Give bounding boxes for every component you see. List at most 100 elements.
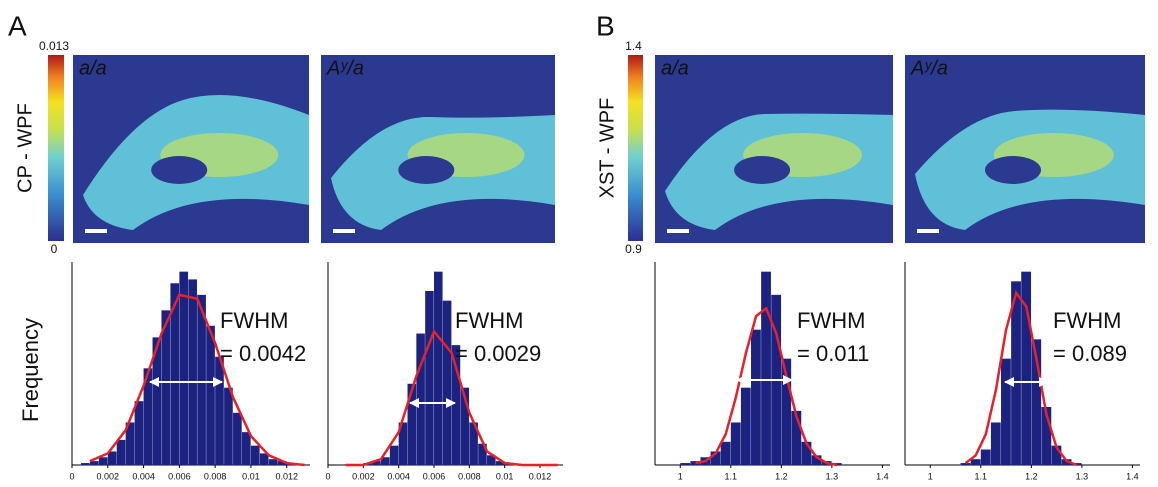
- annotation: = 0.0029: [455, 341, 541, 366]
- bar: [152, 337, 162, 465]
- bar: [1051, 445, 1062, 465]
- x-tick-label: 1.2: [775, 471, 788, 481]
- fit-curve: [345, 329, 558, 467]
- colorbar-label: CP - WPF: [14, 103, 36, 193]
- x-tick-label: 0.002: [352, 471, 375, 481]
- colorbar-max: 1.4: [625, 39, 642, 53]
- panel-letter: B: [596, 10, 615, 41]
- bar: [372, 461, 381, 465]
- bar: [970, 459, 981, 465]
- bar: [215, 356, 224, 465]
- bar: [188, 279, 197, 465]
- bar: [990, 422, 1001, 465]
- bar: [143, 368, 153, 465]
- scale-bar: [85, 229, 107, 233]
- bar: [980, 449, 991, 465]
- bar: [161, 310, 171, 465]
- image-panel: Aʸ/a: [905, 55, 1145, 243]
- bar: [134, 401, 144, 465]
- x-tick-label: 0.006: [423, 471, 446, 481]
- bar: [233, 412, 242, 465]
- x-tick-label: 0.012: [529, 471, 552, 481]
- annotation: FWHM: [797, 308, 865, 333]
- bar: [730, 422, 741, 465]
- bar: [98, 457, 108, 465]
- bar: [170, 283, 180, 465]
- x-tick-label: 1.2: [1025, 471, 1038, 481]
- bar: [791, 410, 802, 465]
- colorbar-max: 0.013: [39, 39, 69, 53]
- annotation: FWHM: [220, 308, 288, 333]
- annotation: FWHM: [455, 308, 523, 333]
- x-tick-label: 0.008: [204, 471, 227, 481]
- bar: [751, 329, 761, 465]
- x-tick-label: 0.006: [168, 471, 191, 481]
- x-tick-label: 1.1: [975, 471, 988, 481]
- bar: [460, 387, 470, 465]
- bar: [960, 463, 971, 465]
- annotation: FWHM: [1053, 308, 1121, 333]
- image-panel: a/a: [73, 55, 309, 243]
- bar: [206, 325, 215, 465]
- annotation: = 0.089: [1053, 341, 1127, 366]
- bar: [740, 387, 751, 465]
- image-title: a/a: [661, 57, 689, 79]
- bar: [1021, 271, 1032, 465]
- bar: [1001, 358, 1011, 465]
- fit-curve: [89, 293, 305, 467]
- tissue-void: [398, 156, 455, 184]
- image-title: Aʸ/a: [326, 57, 364, 79]
- fit-curve: [695, 306, 838, 467]
- fit-curve: [964, 290, 1078, 467]
- x-tick-label: 0: [325, 471, 330, 481]
- scale-bar: [917, 229, 939, 233]
- bar: [469, 422, 478, 465]
- annotation: = 0.0042: [220, 341, 306, 366]
- x-tick-label: 1.4: [876, 471, 889, 481]
- panel-letter: A: [8, 10, 27, 41]
- image-panel: Aʸ/a: [321, 55, 555, 243]
- x-tick-label: 1.3: [826, 471, 839, 481]
- bar: [242, 432, 251, 465]
- x-tick-label: 0.004: [387, 471, 410, 481]
- bar: [416, 333, 425, 465]
- bar: [811, 455, 822, 465]
- bar: [224, 387, 233, 465]
- colorbar-label: XST - WPF: [596, 98, 618, 199]
- annotation: = 0.011: [797, 341, 869, 366]
- colorbar: [628, 55, 643, 241]
- bar: [1011, 281, 1021, 465]
- bar: [495, 461, 505, 465]
- colorbar: [48, 55, 64, 241]
- image-title: Aʸ/a: [910, 57, 948, 79]
- x-tick-label: 1.1: [725, 471, 738, 481]
- bar: [398, 422, 408, 465]
- bar: [125, 422, 135, 465]
- bar: [781, 358, 792, 465]
- bar: [107, 451, 117, 465]
- colorbar-min: 0: [51, 242, 58, 256]
- x-tick-label: 0: [69, 471, 74, 481]
- bar: [487, 455, 496, 465]
- x-tick-label: 1.4: [1126, 471, 1139, 481]
- bar: [389, 445, 399, 465]
- bar: [801, 441, 812, 465]
- bar: [179, 271, 189, 465]
- bar: [407, 383, 417, 465]
- x-tick-label: 0.002: [97, 471, 120, 481]
- tissue-void: [734, 156, 791, 184]
- bar: [720, 441, 731, 465]
- bar: [690, 461, 701, 465]
- tissue-void: [151, 156, 208, 184]
- bar: [425, 291, 434, 465]
- x-tick-label: 1: [928, 471, 933, 481]
- bar: [710, 451, 721, 465]
- x-tick-label: 0.01: [496, 471, 514, 481]
- scale-bar: [333, 229, 355, 233]
- bar: [277, 461, 287, 465]
- x-tick-label: 0.008: [458, 471, 481, 481]
- bar: [259, 453, 269, 465]
- bar: [1041, 407, 1052, 465]
- bar: [478, 443, 487, 465]
